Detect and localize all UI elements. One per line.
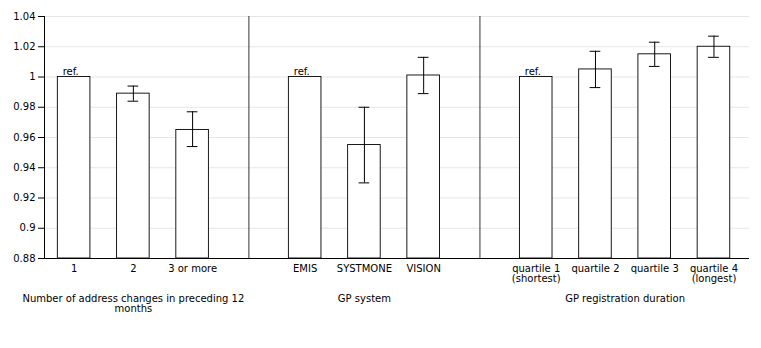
svg-text:0.96: 0.96: [13, 132, 35, 143]
svg-text:0.94: 0.94: [13, 162, 35, 173]
svg-text:1.04: 1.04: [13, 11, 35, 22]
svg-text:0.9: 0.9: [20, 222, 36, 233]
svg-text:3 or more: 3 or more: [168, 263, 217, 274]
svg-text:EMIS: EMIS: [293, 263, 317, 274]
svg-text:quartile 3: quartile 3: [631, 263, 679, 274]
svg-text:quartile 1(shortest): quartile 1(shortest): [512, 263, 561, 284]
svg-text:1: 1: [29, 71, 35, 82]
svg-text:GP system: GP system: [338, 293, 391, 304]
svg-text:quartile 2: quartile 2: [571, 263, 619, 274]
svg-text:GP registration duration: GP registration duration: [565, 293, 685, 304]
svg-text:Number of address changes in p: Number of address changes in preceding 1…: [22, 293, 244, 314]
svg-text:2: 2: [130, 263, 136, 274]
svg-text:0.88: 0.88: [13, 253, 35, 264]
svg-text:ref.: ref.: [525, 66, 541, 77]
svg-text:ref.: ref.: [294, 66, 310, 77]
svg-text:SYSTMONE: SYSTMONE: [337, 263, 392, 274]
svg-text:0.98: 0.98: [13, 101, 35, 112]
svg-text:1: 1: [71, 263, 77, 274]
svg-text:0.92: 0.92: [13, 192, 35, 203]
svg-text:ref.: ref.: [63, 66, 79, 77]
svg-text:quartile 4(longest): quartile 4(longest): [690, 263, 738, 284]
svg-text:VISION: VISION: [406, 263, 440, 274]
svg-text:1.02: 1.02: [13, 41, 35, 52]
